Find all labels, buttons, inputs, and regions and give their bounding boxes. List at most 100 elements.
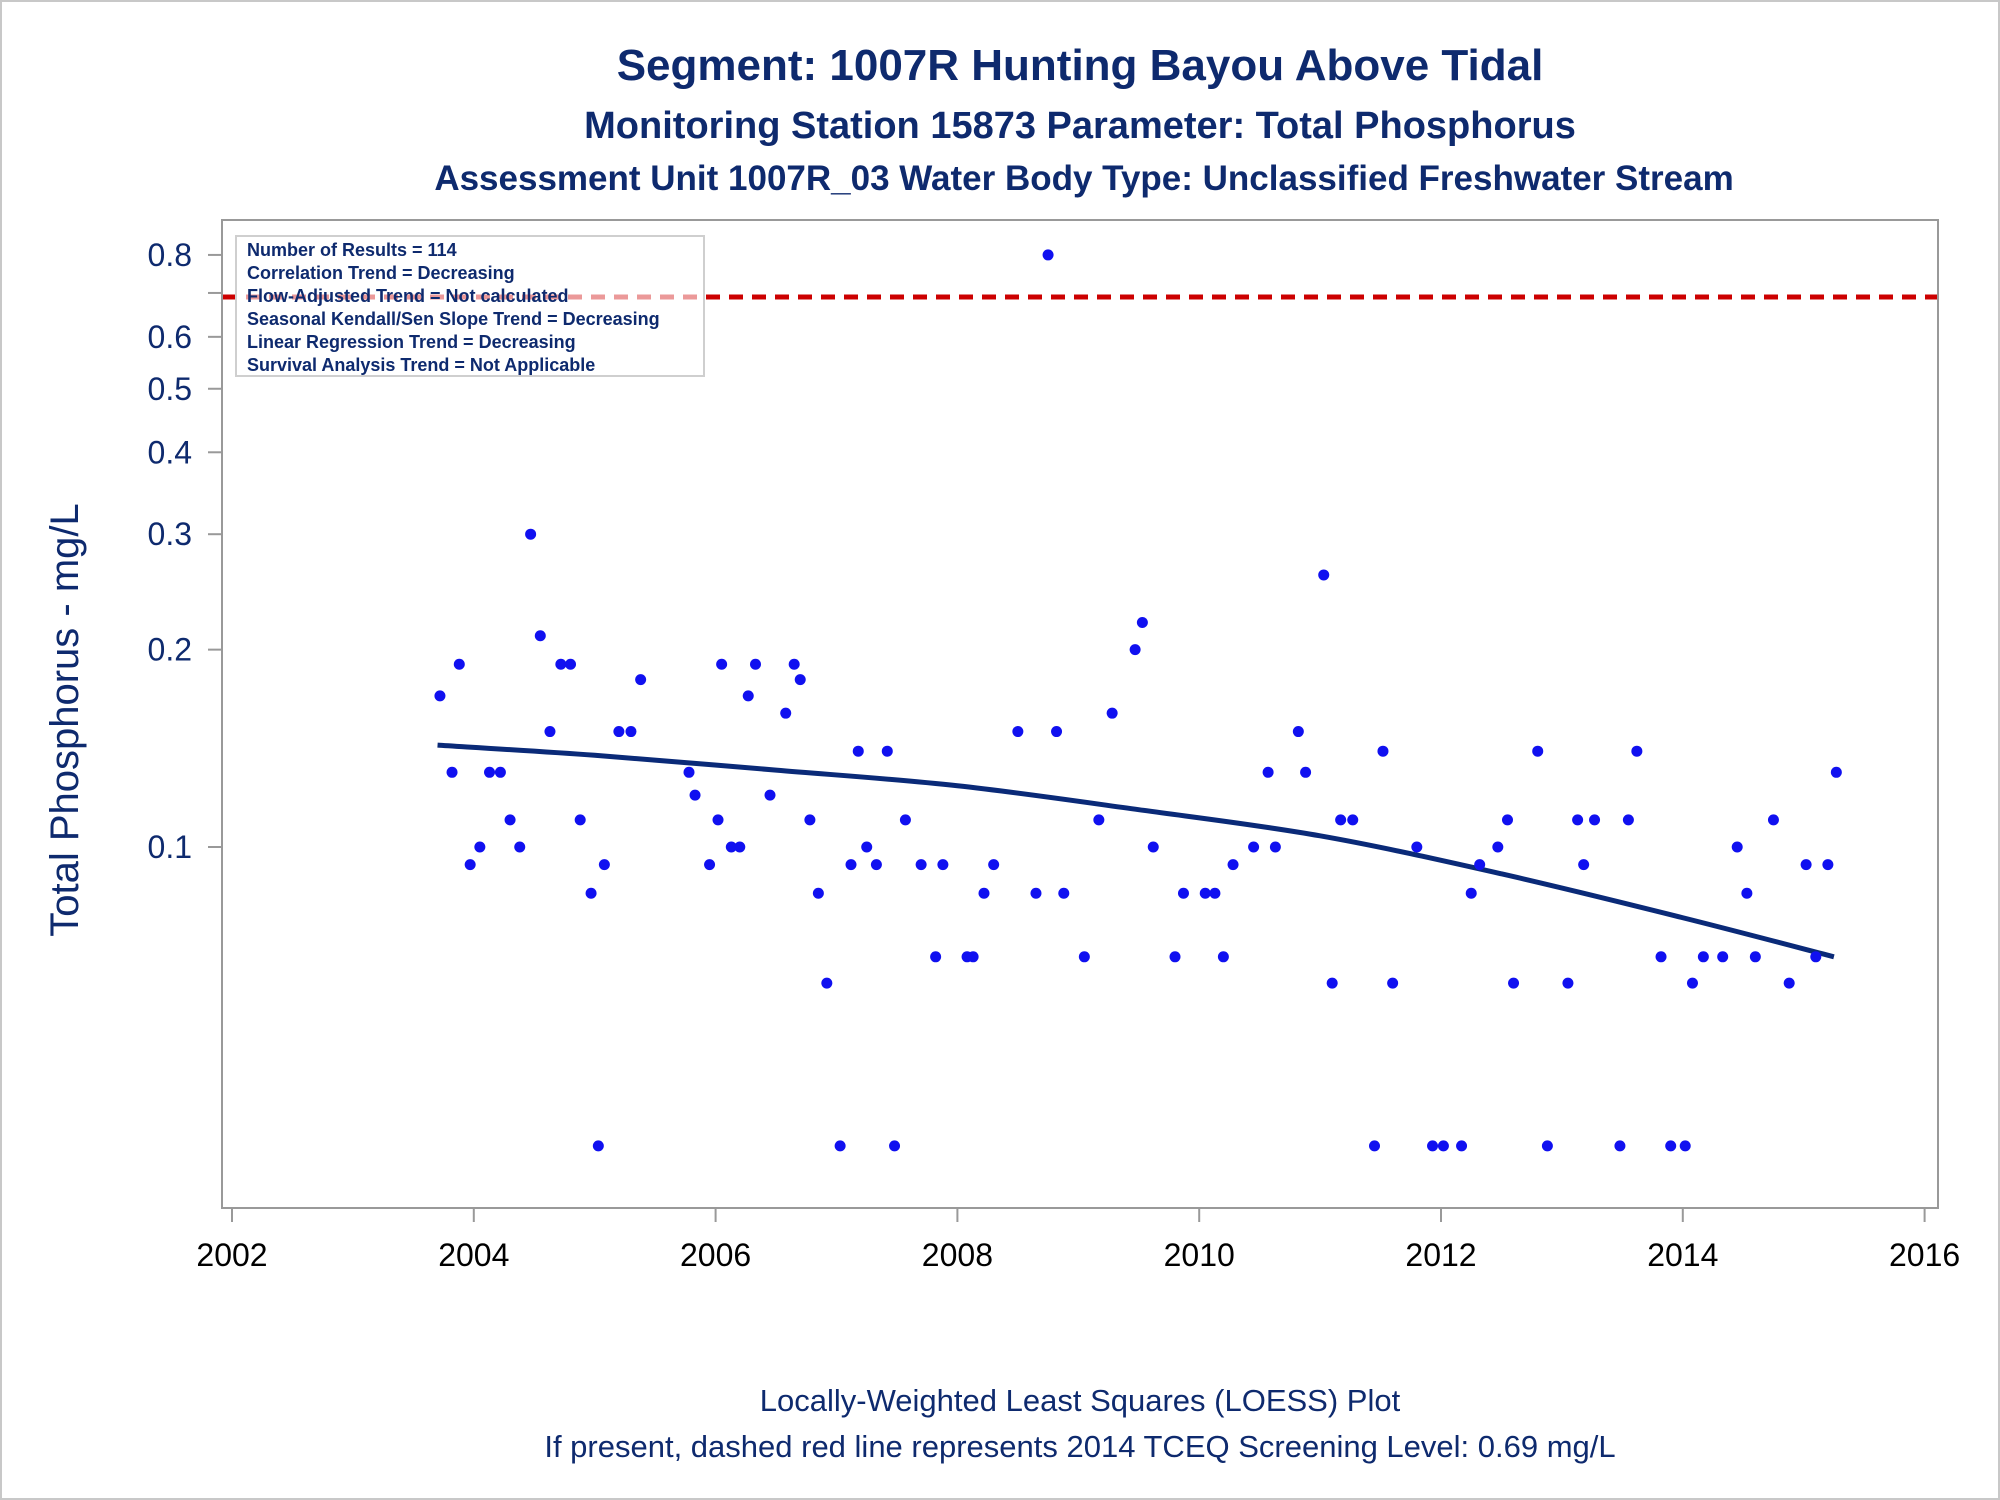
data-point xyxy=(1129,644,1141,656)
footnote-1: Locally-Weighted Least Squares (LOESS) P… xyxy=(760,1383,1401,1418)
data-point xyxy=(881,745,893,757)
x-tick-label: 2006 xyxy=(680,1237,751,1273)
data-point xyxy=(453,658,465,670)
data-point xyxy=(1501,814,1513,826)
data-point xyxy=(1686,977,1698,989)
data-point xyxy=(525,528,537,540)
data-point xyxy=(514,841,526,853)
data-point xyxy=(1042,249,1054,261)
data-point xyxy=(1717,951,1729,963)
data-point xyxy=(734,841,746,853)
data-point xyxy=(1589,814,1601,826)
data-point xyxy=(845,859,857,871)
data-point xyxy=(1822,859,1834,871)
data-point xyxy=(598,859,610,871)
data-point xyxy=(574,814,586,826)
x-tick-label: 2012 xyxy=(1405,1237,1476,1273)
data-point xyxy=(1492,841,1504,853)
x-tick-label: 2004 xyxy=(438,1237,509,1273)
data-point xyxy=(725,841,737,853)
y-tick-label: 0.6 xyxy=(148,319,192,355)
y-tick-label: 0.3 xyxy=(148,516,192,552)
inset-line: Survival Analysis Trend = Not Applicable xyxy=(247,355,595,375)
inset-line: Linear Regression Trend = Decreasing xyxy=(247,332,576,352)
data-point xyxy=(1665,1140,1677,1152)
loess-group xyxy=(437,742,1835,960)
data-point xyxy=(749,658,761,670)
data-point xyxy=(1030,887,1042,899)
y-axis: 0.1 0.2 0.3 0.4 0.5 0.6 0.8 xyxy=(148,237,222,865)
footnote-2: If present, dashed red line represents 2… xyxy=(544,1429,1615,1464)
data-point xyxy=(704,859,716,871)
data-point xyxy=(861,841,873,853)
x-tick-label: 2002 xyxy=(196,1237,267,1273)
data-point xyxy=(1347,814,1359,826)
data-point xyxy=(1209,887,1221,899)
chart-subtitle: Monitoring Station 15873 Parameter: Tota… xyxy=(584,105,1576,147)
data-point xyxy=(1326,977,1338,989)
x-tick-label: 2010 xyxy=(1164,1237,1235,1273)
data-point xyxy=(1169,951,1181,963)
data-point xyxy=(1093,814,1105,826)
data-point xyxy=(788,658,800,670)
data-point xyxy=(592,1140,604,1152)
data-point xyxy=(1508,977,1520,989)
plot-area xyxy=(221,219,1939,1209)
data-point xyxy=(446,766,458,778)
y-tick-label: 0.8 xyxy=(148,237,192,273)
chart-title: Segment: 1007R Hunting Bayou Above Tidal xyxy=(617,41,1544,90)
data-point xyxy=(1622,814,1634,826)
data-point xyxy=(794,674,806,686)
y-axis-label: Total Phosphorus - mg/L xyxy=(43,503,87,937)
data-point xyxy=(689,789,701,801)
data-point xyxy=(1541,1140,1553,1152)
data-point xyxy=(1679,1140,1691,1152)
data-point xyxy=(1199,887,1211,899)
data-point xyxy=(1147,841,1159,853)
data-point xyxy=(494,766,506,778)
data-point xyxy=(1292,726,1304,738)
inset-line: Correlation Trend = Decreasing xyxy=(247,263,515,283)
data-point xyxy=(464,859,476,871)
data-point xyxy=(716,658,728,670)
data-point xyxy=(613,726,625,738)
data-point xyxy=(1741,887,1753,899)
data-point xyxy=(565,658,577,670)
data-point xyxy=(1532,745,1544,757)
data-point xyxy=(1783,977,1795,989)
data-point xyxy=(1177,887,1189,899)
data-point xyxy=(1474,859,1486,871)
data-point xyxy=(742,690,754,702)
data-point xyxy=(1369,1140,1381,1152)
data-point xyxy=(534,630,546,642)
data-point xyxy=(1377,745,1389,757)
x-tick-label: 2008 xyxy=(922,1237,993,1273)
data-point xyxy=(870,859,882,871)
inset-line: Number of Results = 114 xyxy=(247,240,457,260)
data-point xyxy=(1262,766,1274,778)
data-point xyxy=(821,977,833,989)
x-axis: 2002 2004 2006 2008 2010 2012 2014 2016 xyxy=(196,1208,1960,1273)
data-point xyxy=(474,841,486,853)
data-point xyxy=(484,766,496,778)
data-point xyxy=(1437,1140,1449,1152)
data-point xyxy=(937,859,949,871)
data-point xyxy=(804,814,816,826)
data-point xyxy=(1810,951,1822,963)
trend-summary-box: Number of Results = 114 Correlation Tren… xyxy=(235,235,705,377)
y-tick-label: 0.1 xyxy=(148,829,192,865)
data-point xyxy=(764,789,776,801)
data-point xyxy=(1767,814,1779,826)
data-point xyxy=(635,674,647,686)
data-point xyxy=(852,745,864,757)
data-point xyxy=(1697,951,1709,963)
data-point xyxy=(1227,859,1239,871)
data-point xyxy=(1562,977,1574,989)
data-point xyxy=(978,887,990,899)
data-point xyxy=(625,726,637,738)
y-tick-label: 0.2 xyxy=(148,632,192,668)
data-point xyxy=(1578,859,1590,871)
data-point xyxy=(1058,887,1070,899)
data-point xyxy=(899,814,911,826)
data-point xyxy=(930,951,942,963)
